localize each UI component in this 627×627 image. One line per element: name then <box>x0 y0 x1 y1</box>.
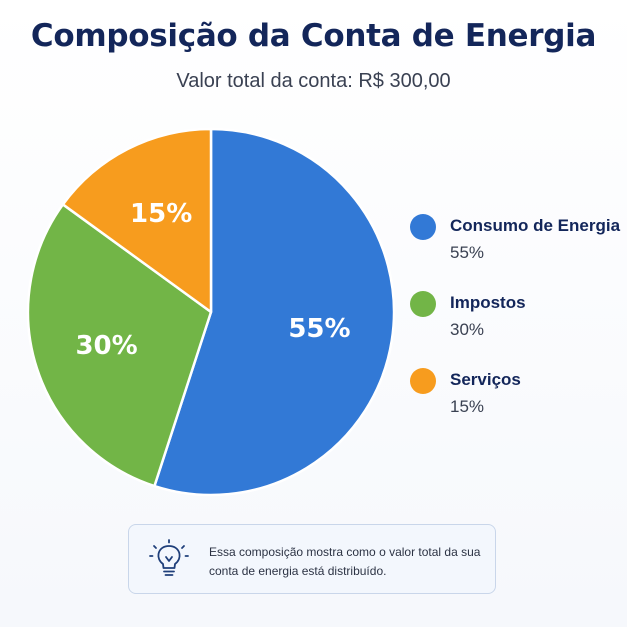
legend-value: 15% <box>450 397 485 416</box>
slice-consumo <box>153 127 396 497</box>
slice-label-impostos: 30% <box>75 331 137 361</box>
legend-label: Serviços <box>450 370 521 389</box>
slice-servicos <box>61 127 213 314</box>
legend-item-impostos: Impostos 30% <box>410 287 620 364</box>
slice-label-servicos: 15% <box>130 199 192 229</box>
note-text: Essa composição mostra como o valor tota… <box>209 545 481 578</box>
legend-item-consumo: Consumo de Energia 55% <box>410 210 620 287</box>
legend-item-servicos: Serviços 15% <box>410 364 620 441</box>
chart-title: Composição da Conta de Energia <box>30 18 597 54</box>
slice-label-consumo: 55% <box>288 314 350 344</box>
info-note: Essa composição mostra como o valor tota… <box>128 524 496 594</box>
legend-swatch <box>410 368 436 394</box>
legend-value: 55% <box>450 243 485 262</box>
legend-label: Impostos <box>450 293 526 312</box>
slice-impostos <box>26 203 213 488</box>
legend-label: Consumo de Energia <box>450 216 621 235</box>
legend: Consumo de Energia 55% Impostos 30% Serv… <box>410 210 620 441</box>
lightbulb-icon <box>149 539 189 576</box>
legend-value: 30% <box>450 320 485 339</box>
legend-swatch <box>410 291 436 317</box>
chart-subtitle: Valor total da conta: R$ 300,00 <box>176 70 451 92</box>
legend-swatch <box>410 214 436 240</box>
